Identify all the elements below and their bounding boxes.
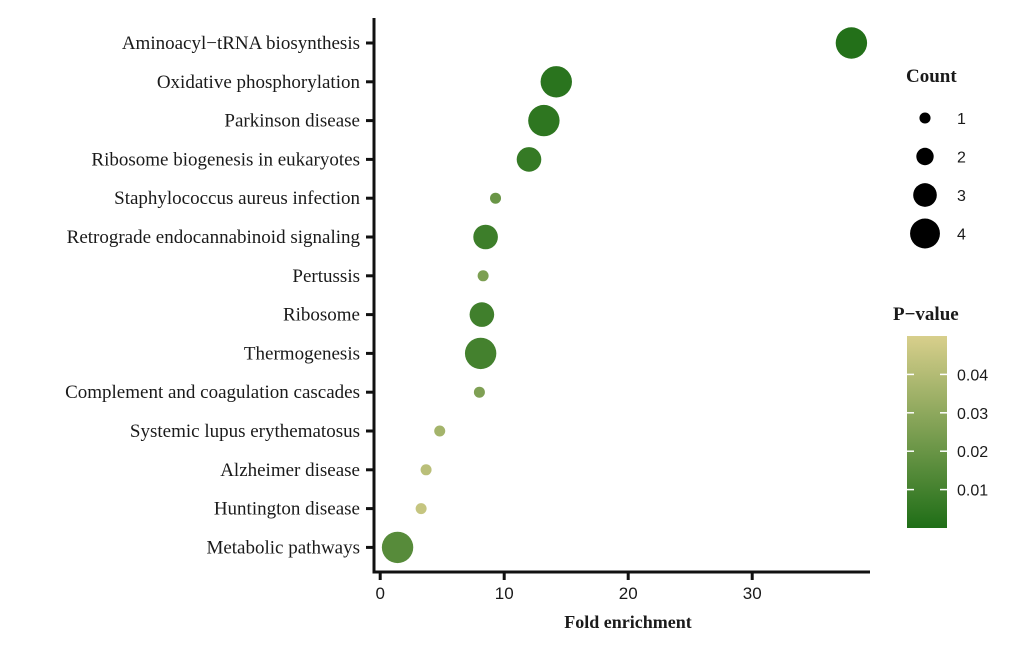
x-tick-label: 30 <box>743 584 762 603</box>
data-point <box>464 337 497 370</box>
x-tick-label: 10 <box>495 584 514 603</box>
count-legend-label: 2 <box>957 150 966 167</box>
y-tick-label: Aminoacyl−tRNA biosynthesis <box>122 33 360 54</box>
data-point <box>381 531 414 564</box>
data-point <box>528 104 560 137</box>
data-point <box>835 27 868 59</box>
count-legend-label: 3 <box>957 188 966 205</box>
p-value-legend-title: P−value <box>893 304 959 325</box>
y-axis: Aminoacyl−tRNA biosynthesis Oxidative pho… <box>65 18 376 572</box>
data-point <box>469 302 495 327</box>
colorbar-tick-label: 0.01 <box>957 483 988 500</box>
data-point <box>434 425 446 437</box>
y-tick-label: Ribosome <box>283 305 360 326</box>
count-legend-label: 4 <box>957 227 966 244</box>
y-tick-label: Oxidative phosphorylation <box>157 72 361 93</box>
data-point <box>473 224 498 250</box>
y-tick-label: Metabolic pathways <box>206 537 360 558</box>
data-point <box>540 66 572 98</box>
count-legend-symbol <box>913 183 937 207</box>
y-tick-label: Systemic lupus erythematosus <box>130 421 360 442</box>
data-point <box>415 503 427 515</box>
plot-area <box>381 27 868 564</box>
y-tick-label: Parkinson disease <box>224 111 360 132</box>
x-axis: Fold enrichment 0 10 20 30 <box>372 570 870 632</box>
data-point <box>490 192 502 204</box>
y-tick-label: Huntington disease <box>214 499 360 520</box>
colorbar-tick-label: 0.04 <box>957 367 988 384</box>
count-legend-symbol <box>910 218 940 249</box>
data-point <box>420 464 432 476</box>
data-point <box>477 270 489 282</box>
data-point <box>473 386 485 398</box>
count-legend: Count 1 2 3 4 <box>906 66 966 249</box>
x-tick-label: 0 <box>375 584 384 603</box>
y-tick-label: Ribosome biogenesis in eukaryotes <box>91 149 360 170</box>
x-tick-label: 20 <box>619 584 638 603</box>
y-tick-label: Staphylococcus aureus infection <box>114 188 360 209</box>
y-tick-label: Alzheimer disease <box>220 460 360 481</box>
y-tick-label: Complement and coagulation cascades <box>65 382 360 403</box>
p-value-legend: P−value 0.01 0.02 0.03 0.04 <box>893 304 988 528</box>
y-tick-label: Pertussis <box>292 266 360 287</box>
colorbar-tick-label: 0.03 <box>957 406 988 423</box>
count-legend-symbol <box>916 147 934 166</box>
data-point <box>516 147 542 172</box>
count-legend-symbol <box>919 112 931 124</box>
colorbar-tick-label: 0.02 <box>957 444 988 461</box>
y-tick-label: Thermogenesis <box>244 343 360 364</box>
count-legend-label: 1 <box>957 111 966 128</box>
p-value-colorbar <box>907 336 947 528</box>
count-legend-title: Count <box>906 66 957 87</box>
y-tick-label: Retrograde endocannabinoid signaling <box>67 227 361 248</box>
x-axis-title: Fold enrichment <box>564 612 692 632</box>
